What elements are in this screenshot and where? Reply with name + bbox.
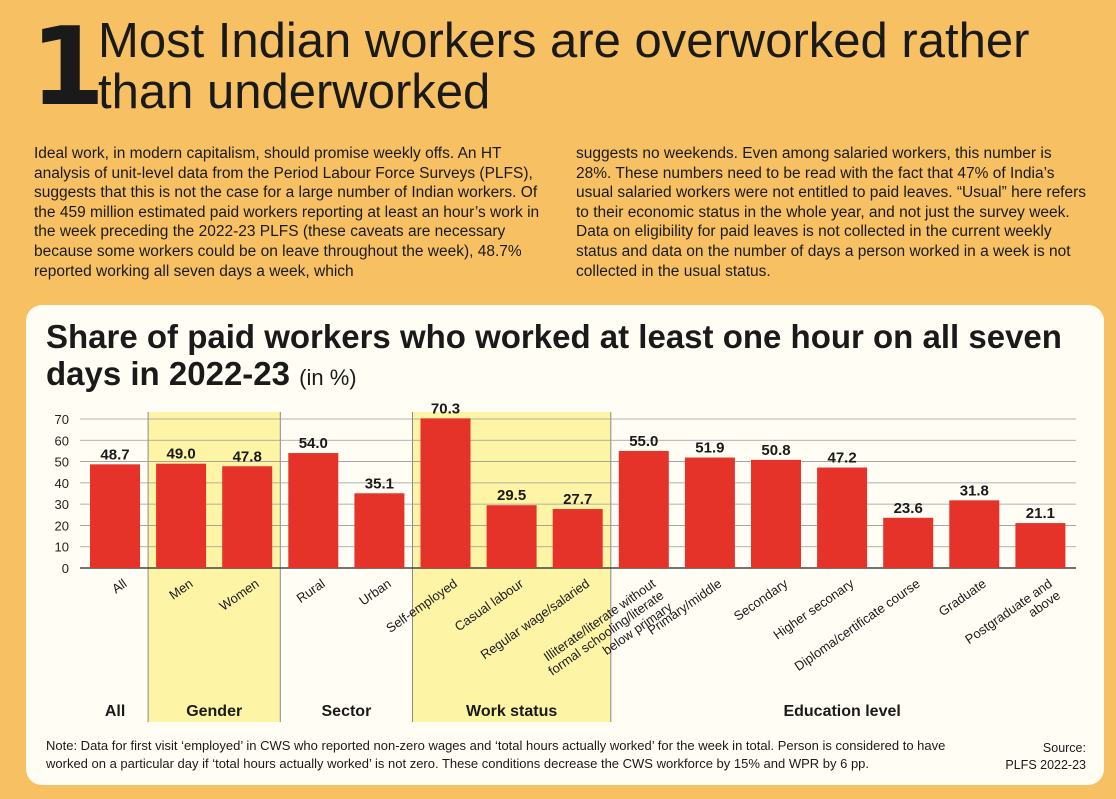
y-tick-label-50: 50 (55, 455, 69, 470)
bar-2 (222, 466, 273, 568)
bar-8 (618, 450, 669, 568)
group-label-1: Gender (186, 703, 242, 720)
y-tick-label-40: 40 (55, 476, 69, 491)
group-label-3: Work status (466, 703, 557, 720)
category-label-line: Graduate (936, 576, 989, 619)
bar-9 (684, 457, 735, 568)
chart-title-main: Share of paid workers who worked at leas… (46, 318, 1062, 392)
value-label-2: 47.8 (233, 448, 262, 465)
category-label-12: Diploma/certificate course (792, 576, 923, 674)
y-tick-label-30: 30 (55, 497, 69, 512)
bar-14 (1015, 523, 1066, 568)
value-label-4: 35.1 (365, 475, 394, 492)
y-tick-label-70: 70 (55, 412, 69, 427)
category-label-3: Rural (294, 576, 328, 606)
category-label-13: Graduate (936, 576, 989, 619)
bar-0 (90, 464, 140, 568)
bar-1 (156, 463, 207, 568)
source-value: PLFS 2022-23 (1005, 758, 1086, 772)
category-label-line: Rural (294, 576, 328, 606)
footnote: Note: Data for first visit ‘employed’ in… (46, 738, 946, 771)
bar-6 (486, 505, 537, 568)
category-label-line: Urban (356, 576, 394, 609)
bar-10 (751, 459, 801, 568)
body-text-column-1: Ideal work, in modern capitalism, should… (34, 145, 540, 280)
value-label-6: 29.5 (497, 487, 526, 504)
value-label-8: 55.0 (629, 433, 658, 450)
value-label-9: 51.9 (695, 440, 724, 457)
category-label-0: All (109, 576, 130, 597)
bar-5 (420, 418, 471, 568)
y-tick-label-10: 10 (55, 540, 69, 555)
group-label-0: All (105, 703, 125, 720)
value-label-13: 31.8 (960, 482, 989, 499)
source-label: Source: (1042, 741, 1086, 755)
value-label-10: 50.8 (761, 442, 790, 459)
body-text-column-2: suggests no weekends. Even among salarie… (576, 145, 1087, 280)
bar-13 (949, 500, 1000, 568)
bar-7 (552, 509, 603, 568)
bar-3 (288, 453, 339, 568)
value-label-5: 70.3 (431, 400, 460, 417)
bar-11 (817, 467, 868, 568)
category-label-line: Secondary (731, 575, 791, 623)
category-label-10: Secondary (731, 575, 791, 623)
value-label-0: 48.7 (100, 446, 129, 463)
y-tick-label-0: 0 (62, 561, 69, 576)
story-number: 1 (30, 5, 105, 130)
y-tick-label-20: 20 (55, 518, 69, 533)
value-label-1: 49.0 (166, 446, 195, 463)
value-label-7: 27.7 (563, 491, 592, 508)
value-label-14: 21.1 (1026, 505, 1055, 522)
headline: Most Indian workers are overworked rathe… (98, 14, 1030, 119)
source-credit: Source: PLFS 2022-23 (966, 740, 1086, 774)
chart-title-unit: (in %) (299, 365, 357, 390)
bar-12 (883, 517, 934, 568)
y-tick-label-60: 60 (55, 433, 69, 448)
chart-title: Share of paid workers who worked at leas… (46, 318, 1086, 396)
bar-4 (354, 493, 405, 568)
category-label-4: Urban (356, 576, 394, 609)
group-label-2: Sector (322, 703, 372, 720)
value-label-12: 23.6 (894, 500, 923, 517)
value-label-3: 54.0 (299, 435, 328, 452)
category-label-line: All (109, 576, 130, 597)
category-label-line: Diploma/certificate course (792, 576, 923, 674)
value-label-11: 47.2 (827, 450, 856, 467)
group-label-4: Education level (783, 703, 900, 720)
